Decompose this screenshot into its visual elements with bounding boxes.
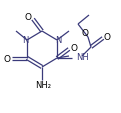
Text: N: N xyxy=(55,35,61,44)
Text: NH₂: NH₂ xyxy=(35,81,51,90)
Text: N: N xyxy=(22,35,28,44)
Text: O: O xyxy=(4,54,11,63)
Text: NH: NH xyxy=(76,52,89,61)
Text: O: O xyxy=(24,12,31,21)
Text: O: O xyxy=(82,28,88,37)
Text: O: O xyxy=(103,32,110,41)
Text: O: O xyxy=(71,43,77,52)
